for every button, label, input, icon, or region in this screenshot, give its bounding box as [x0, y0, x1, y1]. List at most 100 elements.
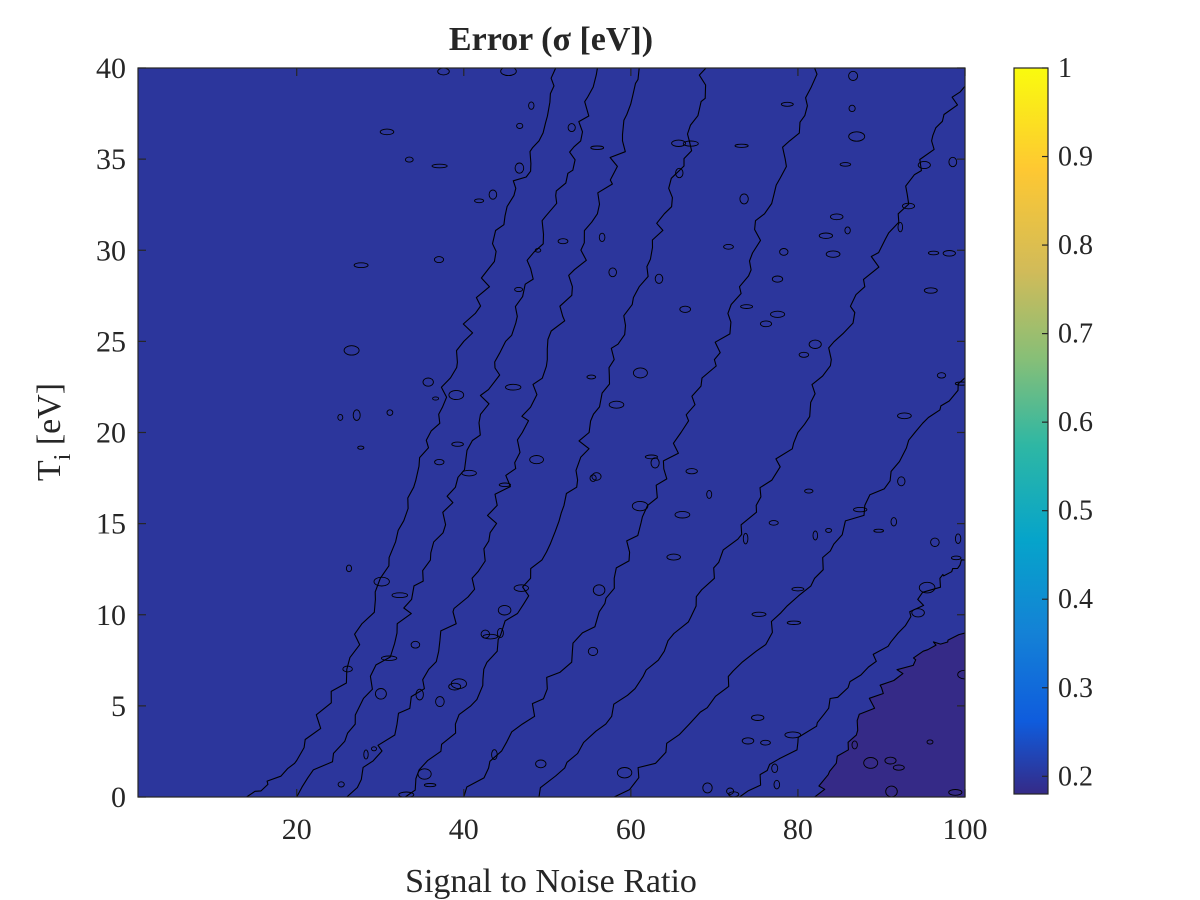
contour-island	[345, 564, 353, 573]
colorbar-tick-label: 0.9	[1058, 142, 1093, 173]
contour-island	[516, 122, 524, 129]
x-tick-label: 80	[783, 813, 813, 846]
contour-island	[954, 381, 965, 386]
contour-line-2	[346, 68, 640, 797]
contour-line-5	[538, 85, 965, 797]
colorbar-tick-label: 0.5	[1058, 496, 1093, 527]
contour-island	[448, 682, 462, 691]
colorbar-tick-label: 0.3	[1058, 673, 1093, 704]
contour-speckle-layer	[337, 68, 965, 797]
contour-island	[768, 520, 779, 526]
contour-island	[873, 528, 885, 533]
contour-island	[650, 457, 660, 469]
contour-island	[927, 250, 940, 256]
contour-island	[897, 476, 906, 487]
contour-island	[417, 768, 432, 780]
contour-line-7	[739, 559, 965, 797]
contour-island	[848, 70, 859, 81]
contour-island	[666, 553, 681, 561]
contour-island	[433, 256, 445, 264]
contour-island	[751, 611, 767, 617]
contour-island	[812, 530, 819, 541]
contour-island	[784, 731, 802, 739]
colorbar-tick-label: 0.2	[1058, 761, 1093, 792]
contour-island	[759, 320, 773, 328]
contour-island	[818, 232, 834, 239]
contour-island	[674, 510, 691, 519]
contour-line-0	[246, 68, 557, 797]
contour-island	[726, 787, 735, 795]
contour-island	[770, 310, 786, 318]
x-tick-label: 60	[616, 813, 646, 846]
contour-island	[911, 608, 925, 618]
contour-island	[415, 688, 424, 701]
contour-island	[901, 202, 916, 210]
contour-island	[528, 101, 535, 110]
contour-island	[391, 592, 409, 599]
contour-island	[590, 145, 605, 150]
contour-fill-layer	[138, 68, 965, 797]
contour-island	[422, 377, 434, 387]
contour-island	[897, 221, 904, 233]
contour-island	[534, 247, 542, 253]
contour-island	[948, 156, 958, 168]
contour-island	[432, 396, 440, 401]
contour-line-6	[613, 377, 965, 797]
contour-island	[498, 482, 512, 488]
contour-island	[839, 162, 852, 167]
contour-island	[723, 243, 734, 250]
chart-title: Error (σ [eV])	[449, 21, 653, 58]
contour-island	[779, 248, 789, 256]
contour-island	[343, 345, 360, 356]
contour-island	[954, 533, 962, 544]
contour-island	[410, 640, 421, 649]
contour-line-8	[814, 632, 965, 797]
contour-island	[423, 783, 437, 788]
contour-island	[917, 160, 931, 170]
contour-island	[497, 604, 512, 616]
contour-band-8	[138, 68, 965, 797]
contour-island	[608, 400, 625, 409]
x-axis: 20 40 60 80 100	[282, 68, 988, 846]
contour-island	[374, 688, 387, 700]
contour-island	[404, 156, 414, 163]
contour-island	[616, 767, 633, 779]
contour-island	[773, 779, 781, 790]
contour-island	[431, 163, 448, 169]
contour-island	[863, 757, 879, 769]
colorbar-tick-label: 0.4	[1058, 584, 1093, 615]
contour-island	[589, 474, 597, 482]
contour-island	[398, 791, 415, 797]
contour-island	[884, 756, 897, 765]
contour-island	[337, 413, 344, 421]
contour-island	[825, 527, 833, 533]
contour-island	[451, 441, 464, 447]
contour-island	[751, 714, 765, 721]
y-axis-label: Ti [eV]	[31, 383, 76, 481]
contour-island	[567, 123, 576, 133]
contour-island	[734, 143, 749, 148]
contour-line-3	[404, 68, 707, 797]
contour-island	[488, 189, 498, 200]
contour-island	[496, 627, 504, 639]
contour-island	[386, 409, 394, 416]
contour-island	[373, 576, 390, 587]
contour-island	[742, 532, 749, 545]
contour-island	[740, 304, 754, 309]
contour-island	[435, 696, 445, 708]
y-tick-label: 10	[96, 599, 126, 632]
y-tick-label: 5	[111, 690, 126, 723]
contour-island	[363, 749, 369, 760]
contour-island	[786, 620, 802, 625]
contour-island	[682, 140, 699, 147]
contour-island	[948, 789, 963, 796]
contour-island	[848, 131, 866, 142]
contour-island	[631, 500, 649, 512]
contour-island	[500, 68, 517, 77]
contour-island	[586, 374, 597, 380]
contour-island	[535, 759, 547, 769]
contour-island	[851, 740, 858, 750]
y-axis-label-subscript: i	[50, 453, 76, 460]
y-axis: 0 5 10 15 20 25 30 35 40	[96, 52, 965, 814]
